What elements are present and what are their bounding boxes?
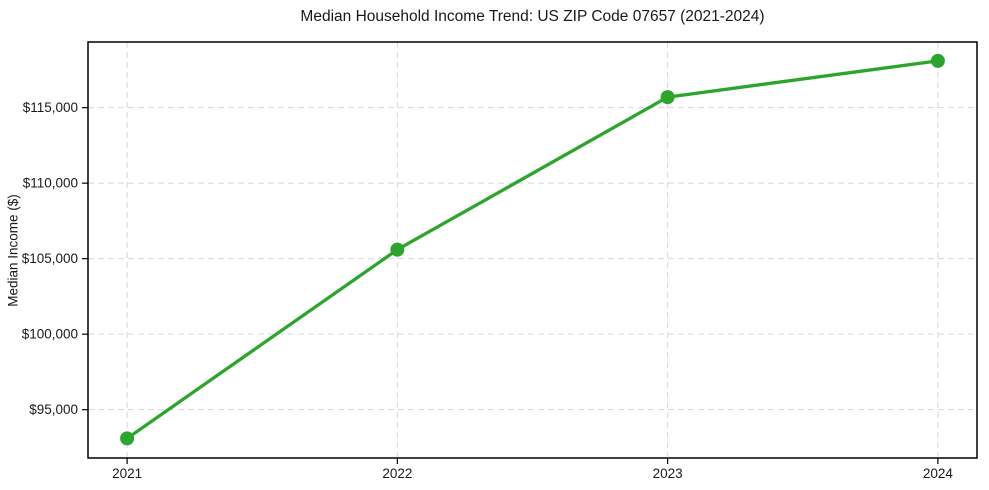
y-tick-label: $105,000 <box>22 251 78 266</box>
trend-line <box>125 59 940 441</box>
x-tick-label: 2023 <box>653 466 683 481</box>
x-tick-label: 2022 <box>382 466 412 481</box>
y-tick-label: $100,000 <box>22 327 78 342</box>
y-tick-label: $115,000 <box>23 100 78 115</box>
data-point-marker <box>930 53 945 68</box>
y-tick-label: $95,000 <box>29 402 78 417</box>
data-point-marker <box>660 90 675 105</box>
data-point-marker <box>390 242 405 257</box>
plot-border <box>87 41 978 459</box>
data-point-marker <box>120 431 135 446</box>
chart-title: Median Household Income Trend: US ZIP Co… <box>300 8 765 25</box>
y-tick-label: $110,000 <box>23 176 78 191</box>
x-tick-label: 2021 <box>112 466 142 481</box>
x-tick-label: 2024 <box>923 466 954 481</box>
